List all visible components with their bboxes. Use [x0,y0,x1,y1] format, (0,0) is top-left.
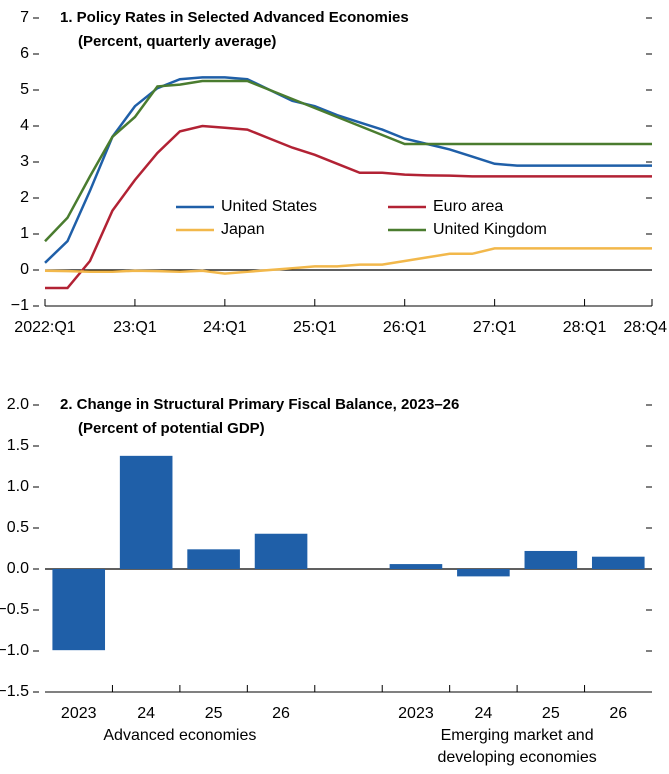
chart-subtitle: (Percent of potential GDP) [78,420,265,437]
y-tick-label: 5 [20,81,29,98]
bar [457,569,510,577]
x-tick-label: 26 [609,705,627,722]
bar [119,455,173,569]
x-tick-label: 23:Q1 [113,319,157,336]
x-tick-label: 25 [542,705,560,722]
x-tick-label: 28:Q1 [563,319,607,336]
legend-label: United States [221,198,317,215]
y-tick-label: 0 [20,261,29,278]
bar [524,550,578,569]
legend-label: Euro area [433,198,503,215]
y-tick-label: 2.0 [7,396,29,413]
y-tick-label: −0.5 [0,601,29,618]
x-tick-label: 26 [272,705,290,722]
x-tick-label: 25:Q1 [293,319,337,336]
x-tick-label: 2023 [61,705,97,722]
y-tick-label: 1 [20,225,29,242]
chart-title: 1. Policy Rates in Selected Advanced Eco… [60,9,409,26]
y-tick-label: 4 [20,117,29,134]
x-tick-label: 26:Q1 [383,319,427,336]
x-tick-label: 24 [137,705,155,722]
group-label: Advanced economies [103,727,257,744]
bar [591,556,645,569]
y-tick-label: 6 [20,45,29,62]
x-tick-label: 24:Q1 [203,319,247,336]
x-tick-label: 2023 [398,705,434,722]
y-tick-label: 1.5 [7,437,29,454]
y-tick-label: 0.0 [7,560,29,577]
y-tick-label: 3 [20,153,29,170]
y-tick-label: 1.0 [7,478,29,495]
series-line [44,79,652,243]
bar [254,533,308,569]
x-tick-label: 28:Q4 [623,319,667,336]
y-tick-label: −1.0 [0,642,29,659]
series-line [45,124,652,290]
series-line [44,76,652,264]
x-tick-label: 25 [205,705,223,722]
y-tick-label: 0.5 [7,519,29,536]
legend-label: Japan [221,221,265,238]
series-line [44,247,652,275]
x-tick-label: 2022:Q1 [14,319,75,336]
legend-label: United Kingdom [433,221,547,238]
bar [187,549,240,569]
x-tick-label: 24 [474,705,492,722]
y-tick-label: −1.5 [0,683,29,700]
x-tick-label: 27:Q1 [473,319,517,336]
group-label: Emerging market and developing economies [437,727,597,766]
chart-subtitle: (Percent, quarterly average) [78,33,276,50]
chart-title: 2. Change in Structural Primary Fiscal B… [60,396,459,413]
y-tick-label: −1 [11,297,29,314]
y-tick-label: 2 [20,189,29,206]
y-tick-label: 7 [20,9,29,26]
bar [52,569,106,651]
bar [389,564,443,569]
